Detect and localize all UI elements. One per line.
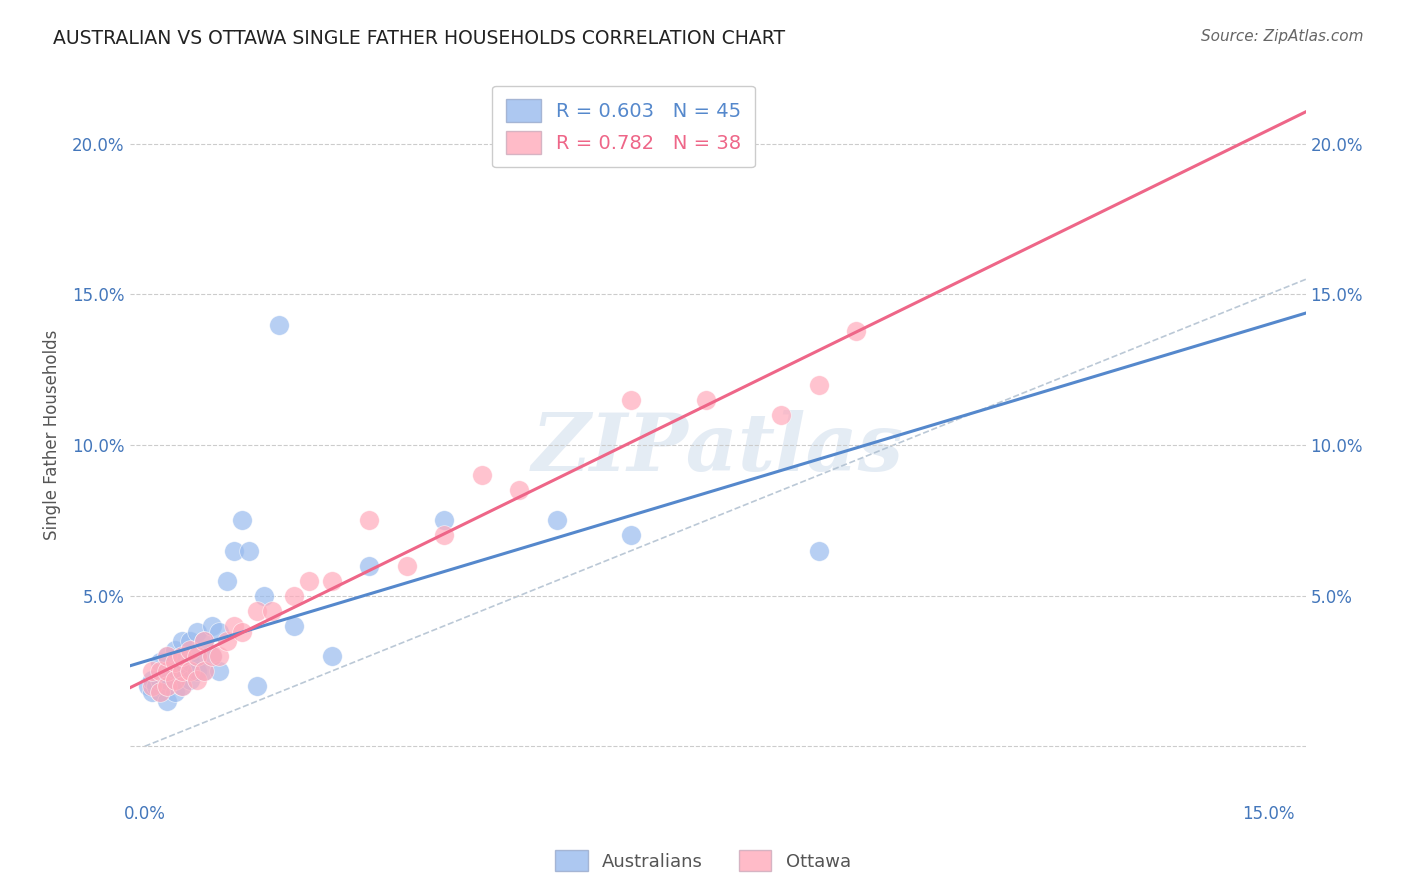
Point	[231, 624, 253, 639]
Point	[231, 513, 253, 527]
Point	[283, 619, 305, 633]
Point	[170, 648, 193, 663]
Text: AUSTRALIAN VS OTTAWA SINGLE FATHER HOUSEHOLDS CORRELATION CHART: AUSTRALIAN VS OTTAWA SINGLE FATHER HOUSE…	[53, 29, 786, 47]
Point	[141, 685, 163, 699]
Point	[179, 673, 201, 687]
Point	[193, 664, 215, 678]
Text: ZIPatlas: ZIPatlas	[531, 410, 904, 488]
Point	[156, 648, 179, 663]
Point	[179, 643, 201, 657]
Point	[163, 643, 186, 657]
Point	[359, 558, 381, 573]
Point	[148, 673, 170, 687]
Point	[260, 604, 283, 618]
Point	[170, 679, 193, 693]
Point	[620, 392, 643, 407]
Point	[193, 664, 215, 678]
Point	[148, 685, 170, 699]
Point	[170, 664, 193, 678]
Point	[845, 324, 868, 338]
Point	[148, 664, 170, 678]
Point	[695, 392, 717, 407]
Point	[170, 679, 193, 693]
Point	[471, 468, 494, 483]
Y-axis label: Single Father Households: Single Father Households	[44, 329, 60, 540]
Point	[201, 648, 224, 663]
Point	[156, 679, 179, 693]
Point	[141, 664, 163, 678]
Point	[186, 648, 208, 663]
Point	[186, 673, 208, 687]
Point	[193, 634, 215, 648]
Point	[208, 648, 231, 663]
Point	[321, 648, 343, 663]
Point	[298, 574, 321, 588]
Point	[148, 685, 170, 699]
Point	[163, 673, 186, 687]
Point	[156, 694, 179, 708]
Point	[208, 664, 231, 678]
Point	[359, 513, 381, 527]
Point	[508, 483, 530, 498]
Point	[170, 634, 193, 648]
Point	[148, 655, 170, 669]
Point	[179, 634, 201, 648]
Point	[201, 619, 224, 633]
Point	[163, 664, 186, 678]
Legend: R = 0.603   N = 45, R = 0.782   N = 38: R = 0.603 N = 45, R = 0.782 N = 38	[492, 86, 755, 168]
Point	[186, 624, 208, 639]
Point	[163, 685, 186, 699]
Point	[215, 634, 238, 648]
Point	[620, 528, 643, 542]
Point	[433, 513, 456, 527]
Point	[156, 673, 179, 687]
Point	[163, 655, 186, 669]
Point	[224, 543, 246, 558]
Point	[156, 664, 179, 678]
Point	[156, 648, 179, 663]
Point	[208, 624, 231, 639]
Point	[179, 664, 201, 678]
Point	[186, 664, 208, 678]
Point	[193, 634, 215, 648]
Point	[186, 648, 208, 663]
Text: Source: ZipAtlas.com: Source: ZipAtlas.com	[1201, 29, 1364, 44]
Point	[170, 664, 193, 678]
Point	[321, 574, 343, 588]
Point	[215, 574, 238, 588]
Point	[170, 648, 193, 663]
Point	[224, 619, 246, 633]
Point	[246, 679, 269, 693]
Point	[163, 673, 186, 687]
Point	[156, 679, 179, 693]
Point	[546, 513, 568, 527]
Point	[201, 648, 224, 663]
Point	[253, 589, 276, 603]
Legend: Australians, Ottawa: Australians, Ottawa	[548, 843, 858, 879]
Point	[246, 604, 269, 618]
Point	[141, 679, 163, 693]
Point	[269, 318, 291, 332]
Point	[395, 558, 418, 573]
Point	[283, 589, 305, 603]
Point	[238, 543, 260, 558]
Point	[807, 377, 830, 392]
Point	[770, 408, 793, 422]
Point	[141, 673, 163, 687]
Point	[145, 679, 167, 693]
Point	[433, 528, 456, 542]
Point	[807, 543, 830, 558]
Point	[179, 655, 201, 669]
Point	[136, 679, 159, 693]
